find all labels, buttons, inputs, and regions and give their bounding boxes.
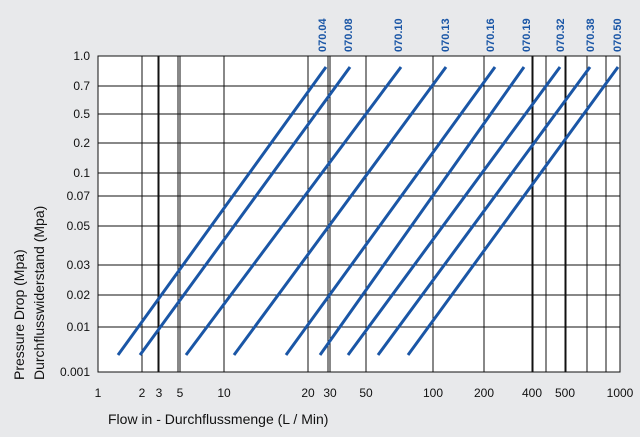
y-tick-label: 0.03: [67, 258, 91, 272]
x-tick-label: 1000: [607, 386, 634, 400]
plot-border: [97, 55, 621, 373]
series-label: 070.04: [317, 17, 329, 52]
series-label: 070.32: [555, 18, 567, 52]
y-axis-title-line1: Pressure Drop (Mpa): [11, 249, 27, 380]
series-line: [284, 66, 497, 356]
y-axis-title-line2: Durchflusswiderstand (Mpa): [31, 206, 47, 380]
x-tick-label: 500: [555, 386, 575, 400]
series-line: [406, 66, 620, 356]
x-tick-label: 100: [423, 386, 443, 400]
y-tick-label: 0.5: [73, 107, 90, 121]
x-tick-label: 400: [522, 386, 542, 400]
series-label: 070.10: [393, 18, 405, 52]
x-axis-title: Flow in - Durchflussmenge (L / Min): [108, 411, 328, 427]
series-label: 070.16: [485, 18, 497, 52]
y-tick-label: 0.7: [73, 79, 90, 93]
series-label: 070.38: [585, 18, 597, 52]
y-tick-label: 0.001: [60, 365, 90, 379]
series-line: [376, 66, 592, 356]
x-tick-label: 20: [301, 386, 315, 400]
x-tick-labels: 1 2 3 5 10 20 30 50 100 200 400 500 1000: [95, 386, 634, 400]
y-tick-label: 0.01: [67, 320, 91, 334]
series-label: 070.50: [612, 18, 624, 52]
y-tick-label: 0.07: [67, 189, 91, 203]
series-line: [116, 66, 328, 356]
series-line: [184, 66, 403, 356]
grid: [98, 56, 620, 372]
y-tick-label: 0.1: [73, 166, 90, 180]
series-line: [138, 66, 352, 356]
x-tick-label: 1: [95, 386, 102, 400]
x-tick-label: 200: [474, 386, 494, 400]
y-tick-label: 0.02: [67, 288, 91, 302]
x-tick-label: 10: [217, 386, 231, 400]
x-tick-label: 5: [177, 386, 184, 400]
series-label: 070.19: [521, 18, 533, 52]
y-tick-label: 1.0: [73, 49, 90, 63]
x-tick-label: 50: [359, 386, 373, 400]
series-lines: [116, 66, 620, 356]
y-tick-label: 0.05: [67, 219, 91, 233]
y-tick-labels: 0.001 0.01 0.02 0.03 0.05 0.07 0.1 0.2 0.5 0.7 1.0: [60, 49, 90, 379]
plot-area: [98, 56, 620, 372]
series-labels: 070.04 070.08 070.10 070.13 070.16 070.19 070.…: [317, 17, 624, 52]
x-tick-label: 30: [323, 386, 337, 400]
series-label: 070.08: [343, 18, 355, 52]
x-tick-label: 2: [139, 386, 146, 400]
series-label: 070.13: [440, 18, 452, 52]
y-tick-label: 0.2: [73, 136, 90, 150]
x-tick-label: 3: [156, 386, 163, 400]
series-line: [232, 66, 448, 356]
series-line: [318, 66, 526, 356]
series-line: [346, 66, 562, 356]
